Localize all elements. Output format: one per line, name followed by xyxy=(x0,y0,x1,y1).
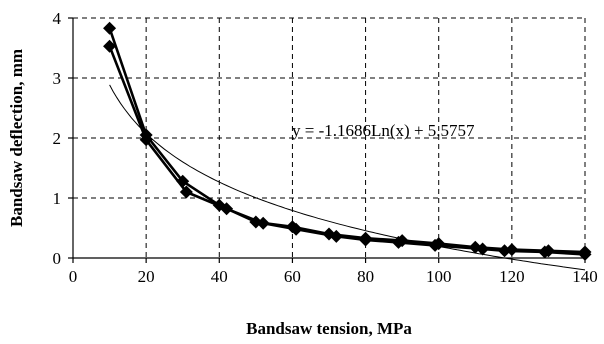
x-axis-title: Bandsaw tension, MPa xyxy=(246,319,412,338)
data-point xyxy=(103,39,117,53)
trendline xyxy=(109,84,586,271)
gridlines xyxy=(73,17,586,258)
data-point xyxy=(578,247,592,261)
data-point xyxy=(289,222,303,236)
series-2 xyxy=(103,39,592,261)
trendline-layer xyxy=(109,84,586,271)
y-tick-label: 2 xyxy=(53,129,62,148)
y-tick-label: 4 xyxy=(53,9,62,28)
x-tick-label: 120 xyxy=(499,267,525,286)
trendline-equation: y = -1.1686Ln(x) + 5.5757 xyxy=(292,121,475,140)
data-point xyxy=(220,202,234,216)
y-axis-title: Bandsaw deflection, mm xyxy=(7,49,26,227)
data-point xyxy=(329,229,343,243)
y-tick-label: 0 xyxy=(53,249,62,268)
data-point xyxy=(139,133,153,147)
x-tick-label: 0 xyxy=(69,267,78,286)
data-point xyxy=(179,185,193,199)
data-point xyxy=(359,233,373,247)
axes xyxy=(68,17,586,263)
series-layer xyxy=(103,21,592,261)
data-point xyxy=(391,235,405,249)
x-tick-label: 100 xyxy=(426,267,452,286)
x-tick-label: 60 xyxy=(284,267,301,286)
plot-area: 0 20 40 60 80 100 120 140 0 1 2 3 4 xyxy=(53,9,598,286)
y-tick-label: 1 xyxy=(53,189,62,208)
tick-labels: 0 20 40 60 80 100 120 140 0 1 2 3 4 xyxy=(53,9,598,286)
x-tick-label: 20 xyxy=(138,267,155,286)
data-point xyxy=(538,245,552,259)
y-tick-label: 3 xyxy=(53,69,62,88)
data-point xyxy=(498,244,512,258)
data-point xyxy=(103,21,117,35)
data-point xyxy=(476,242,490,256)
data-point xyxy=(256,216,270,230)
x-tick-label: 140 xyxy=(572,267,598,286)
x-tick-label: 80 xyxy=(357,267,374,286)
x-tick-label: 40 xyxy=(211,267,228,286)
data-point xyxy=(428,238,442,252)
